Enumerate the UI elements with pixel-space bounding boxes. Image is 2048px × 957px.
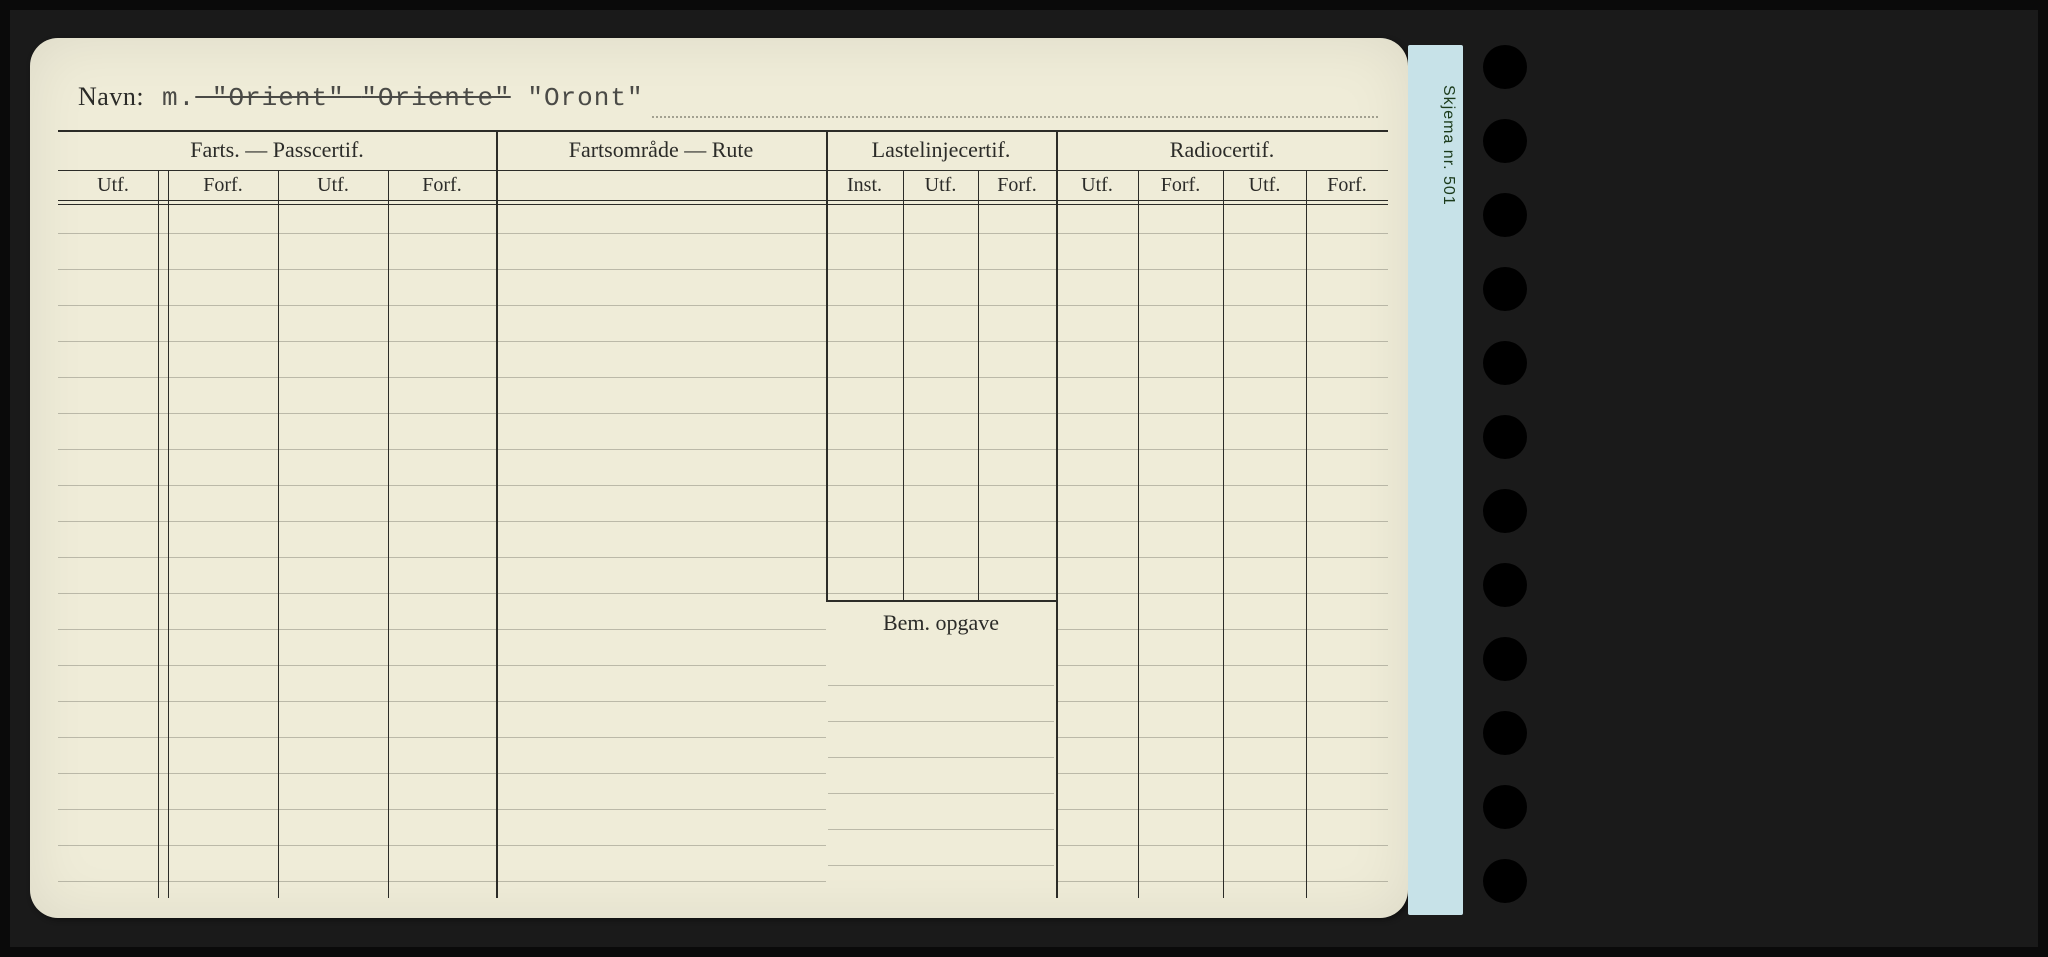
punch-hole xyxy=(1483,489,1527,533)
v-laste-radio xyxy=(1056,130,1058,898)
header-radio: Radiocertif. xyxy=(1056,130,1388,170)
punch-hole xyxy=(1483,341,1527,385)
header-double-rule xyxy=(58,200,1388,201)
sub-farts-forf1: Forf. xyxy=(168,170,278,200)
punch-hole xyxy=(1483,119,1527,163)
sub-farts-utf1: Utf. xyxy=(58,170,168,200)
sub-farts-forf2: Forf. xyxy=(388,170,496,200)
header-rute: Fartsområde — Rute xyxy=(496,130,826,170)
v-radio-sub1 xyxy=(1223,170,1224,898)
header-farts: Farts. — Passcertif. xyxy=(58,130,496,170)
scan-container: Navn: m. "Orient" "Oriente" "Oront" Fart… xyxy=(10,10,2038,947)
punch-hole xyxy=(1483,785,1527,829)
navn-row: Navn: m. "Orient" "Oriente" "Oront" xyxy=(78,82,1378,122)
header-laste: Lastelinjecertif. xyxy=(826,130,1056,170)
sub-laste-utf: Utf. xyxy=(903,170,978,200)
punch-hole xyxy=(1483,193,1527,237)
sub-laste-forf: Forf. xyxy=(978,170,1056,200)
punch-hole xyxy=(1483,563,1527,607)
navn-dotted-line xyxy=(652,116,1378,118)
tab-label: Skjema nr. 501 xyxy=(1439,85,1457,206)
sub-rute-blank xyxy=(496,170,826,200)
sub-radio-utf1: Utf. xyxy=(1056,170,1138,200)
bem-ledger xyxy=(828,650,1054,898)
blue-tab: Skjema nr. 501 xyxy=(1408,45,1463,915)
punch-hole xyxy=(1483,859,1527,903)
navn-value: m. "Orient" "Oriente" "Oront" xyxy=(162,83,644,113)
bem-opgave-label: Bem. opgave xyxy=(826,600,1056,650)
punch-hole xyxy=(1483,267,1527,311)
v-radio-sub0 xyxy=(1138,170,1139,898)
v-farts-inner xyxy=(158,170,159,898)
punch-hole xyxy=(1483,415,1527,459)
v-radio-sub2 xyxy=(1306,170,1307,898)
punch-holes xyxy=(1470,45,1540,915)
v-farts-sub2 xyxy=(388,170,389,898)
navn-label: Navn: xyxy=(78,82,144,112)
punch-hole xyxy=(1483,637,1527,681)
sub-radio-utf2: Utf. xyxy=(1223,170,1306,200)
sub-laste-inst: Inst. xyxy=(826,170,903,200)
sub-radio-forf2: Forf. xyxy=(1306,170,1388,200)
punch-hole xyxy=(1483,45,1527,89)
punch-hole xyxy=(1483,711,1527,755)
v-farts-sub0 xyxy=(168,170,169,898)
v-farts-rute xyxy=(496,130,498,898)
sub-farts-utf2: Utf. xyxy=(278,170,388,200)
sub-radio-forf1: Forf. xyxy=(1138,170,1223,200)
index-card: Navn: m. "Orient" "Oriente" "Oront" Fart… xyxy=(30,38,1408,918)
table-area: Farts. — Passcertif.Fartsområde — RuteLa… xyxy=(58,130,1388,898)
v-farts-sub1 xyxy=(278,170,279,898)
